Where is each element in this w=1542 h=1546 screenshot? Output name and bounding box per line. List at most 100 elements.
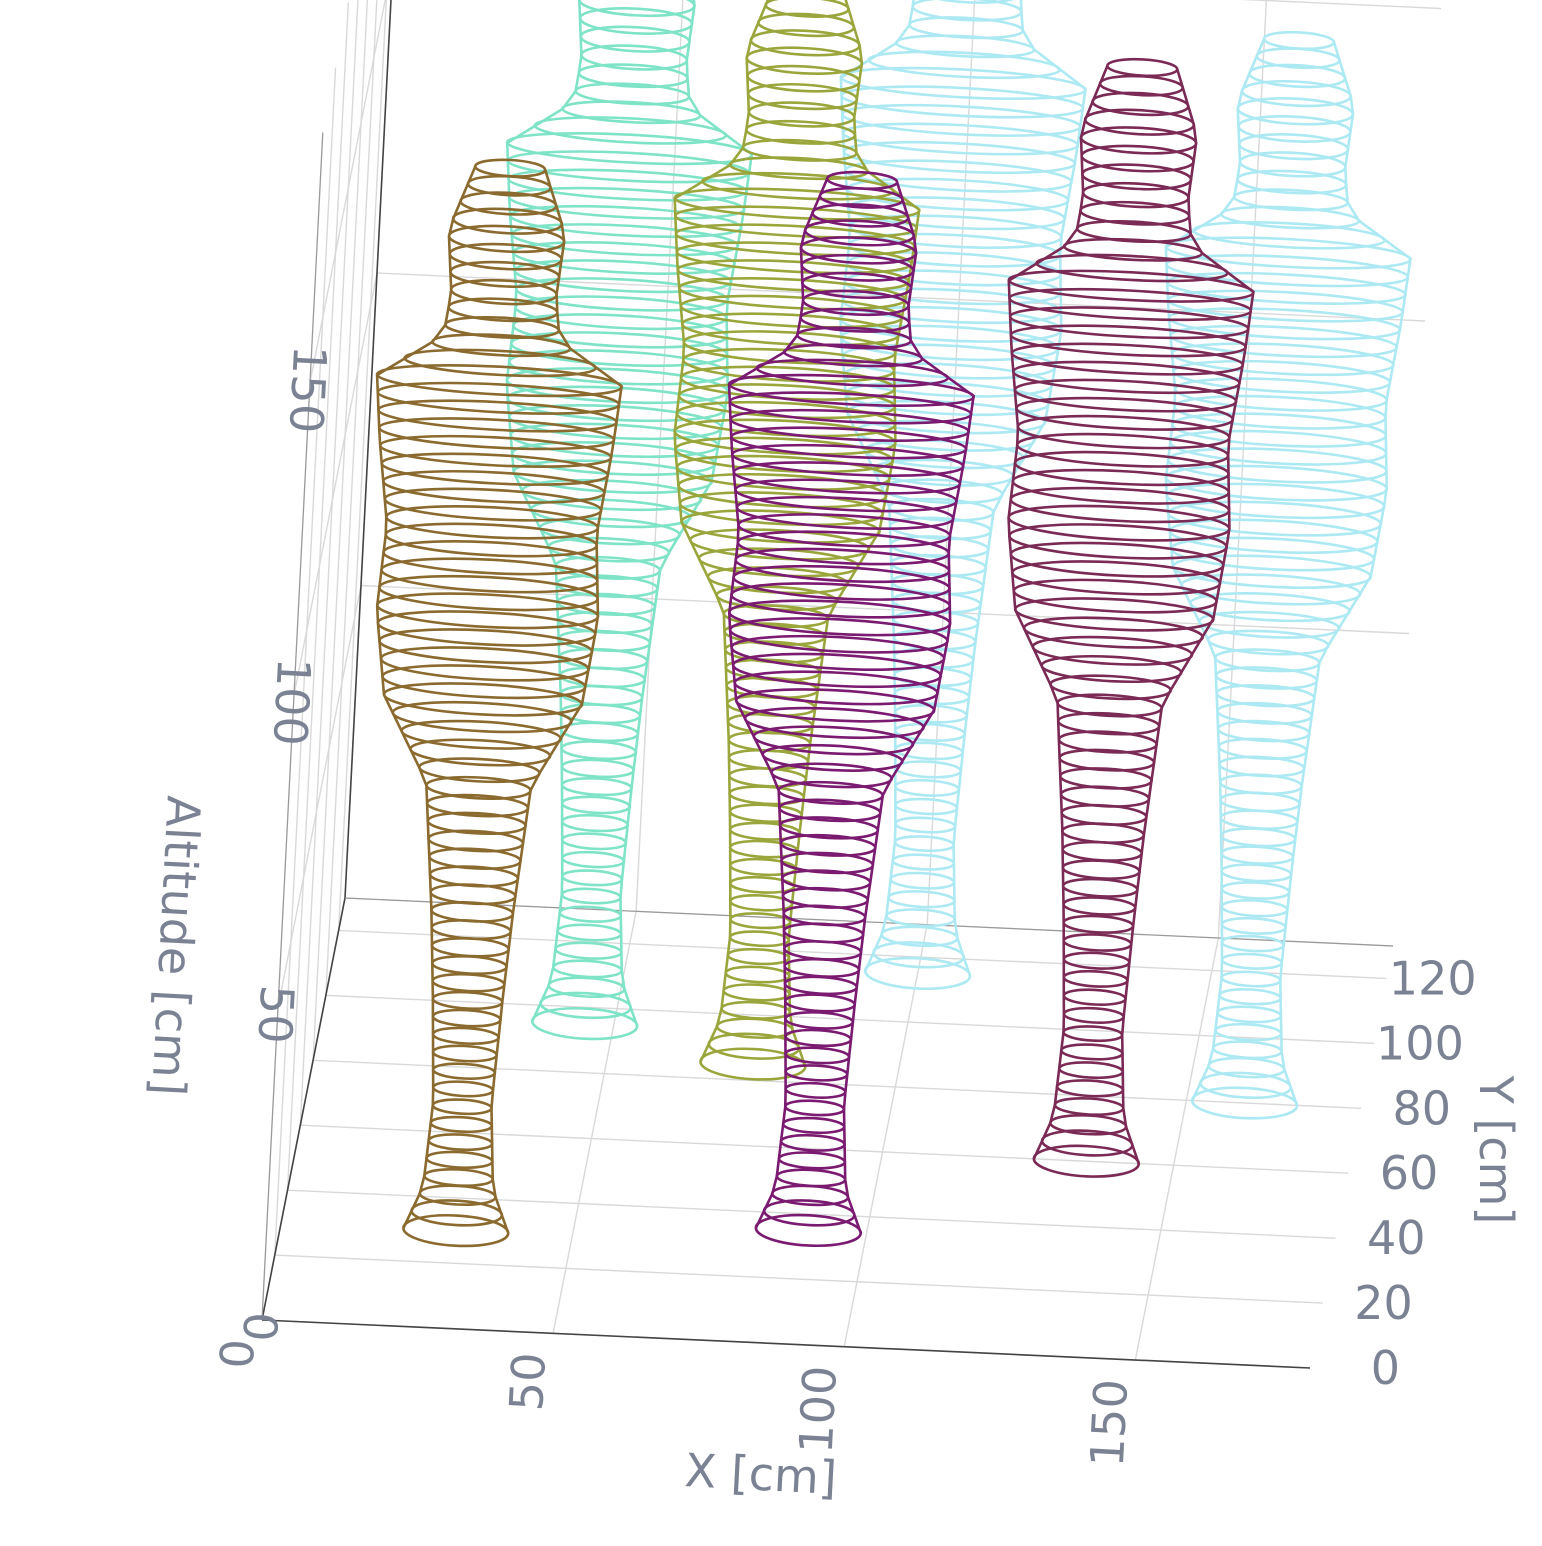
figure-ring [431,1080,495,1098]
floor-grid-x [843,924,928,1347]
figure-ring [505,132,754,166]
floor-grid-x [1134,937,1220,1361]
figure-ring [1061,859,1141,880]
figure-ring [894,816,957,834]
figure-ring [1014,597,1215,632]
figure-ring [1207,1056,1286,1079]
figure-outline [490,169,623,1234]
figure-ring [560,832,628,851]
figure-ring [734,478,958,513]
back-wall-grid-x [926,0,976,925]
figure-ring [1211,1040,1283,1060]
figure-outline [375,165,477,1229]
figure-ring [724,965,791,984]
figure-ring [382,682,584,717]
figure-ring [783,975,859,996]
figure-ring [378,628,594,665]
figure-ring [1262,30,1336,51]
z-tick-label: 0 [232,1311,287,1343]
figure-ring [560,777,633,797]
figure-ring [784,1011,855,1030]
x-tick-label: 50 [499,1351,556,1412]
figure-ring [728,617,949,654]
figure-ring [1062,951,1131,970]
figure-ring [734,688,936,723]
figure-ring [1079,126,1198,155]
figure-ring [556,923,623,942]
figure-ring [378,434,613,468]
figure-ring [1171,554,1373,589]
series-layer [375,0,1412,1248]
figure-ring [1220,863,1293,883]
figure-ring [1220,916,1287,935]
figure-ring [784,1064,849,1082]
figure-ring [1060,1043,1124,1061]
figure-ring [728,930,791,948]
figure-ring [380,452,610,486]
back-wall-grid-z [1240,0,1442,10]
figure-ring [1062,1025,1124,1043]
figure-ring [559,721,640,743]
left-wall-grid-z [293,272,378,696]
y-tick-label: 20 [1354,1276,1413,1330]
figure-ring [783,993,857,1013]
figure-ring [727,767,808,788]
x-tick-labels: 0 50 100 150 [210,1338,1139,1469]
back-wall-grid-z [360,584,1410,635]
figure-ring [732,564,951,601]
left-wall-grid-y [299,0,359,1126]
z-axis-front-edge [261,132,324,1321]
z-tick-label: 150 [279,344,338,435]
figure-ring [560,813,629,833]
figure-ring [731,652,943,689]
figure-ring [678,491,885,527]
figure-ring [1214,1022,1283,1042]
figure-ring [1220,845,1295,865]
left-wall-grid-z [309,0,386,383]
x-tick-label: 0 [210,1338,265,1370]
figure-ring [770,1184,850,1207]
figure-ring [430,954,508,976]
left-wall-grid-y [325,0,378,996]
figure-ring [382,470,606,504]
figure-ring [728,599,952,637]
figure-ring [1062,988,1127,1006]
figure-ring [554,941,623,960]
floor-back-edge [344,897,1394,947]
figure-ring [431,1026,500,1045]
y-tick-label: 120 [1389,951,1477,1005]
figure-ring [783,957,861,978]
figure-ring [382,540,599,576]
z-axis-back-edge [344,0,392,899]
figure-ring [730,634,946,671]
figure-ring [560,740,638,761]
figure-ring [1106,57,1179,78]
figure-outline [727,178,829,1229]
figure-ring [722,983,791,1002]
x-axis-line [261,1319,1311,1369]
figure-ring [560,758,635,779]
figure-ring [560,850,626,869]
back-wall-grid-x [635,0,684,912]
floor-grid-y [287,1189,1336,1239]
series-figure-5 [727,170,975,1248]
figure-ring [752,725,915,756]
figure-ring [779,1133,846,1152]
x-tick-label: 100 [789,1364,848,1455]
left-wall-grid-y [337,0,387,931]
figure-ring [431,1062,497,1080]
figure-ring [1022,616,1204,649]
figure-ring [1061,877,1139,898]
figure-outline [952,0,1087,977]
floor-grid-y [338,929,1387,980]
z-tick-label: 100 [263,657,322,748]
figure-ring [894,760,963,779]
z-tick-label: 50 [247,984,304,1045]
figure-ring [781,1116,846,1135]
figure-outline [1120,68,1255,1165]
figure-ring [418,1184,497,1206]
x-axis-title: X [cm] [683,1443,838,1505]
figure-ring [431,1008,502,1028]
figure-ring [891,853,956,871]
